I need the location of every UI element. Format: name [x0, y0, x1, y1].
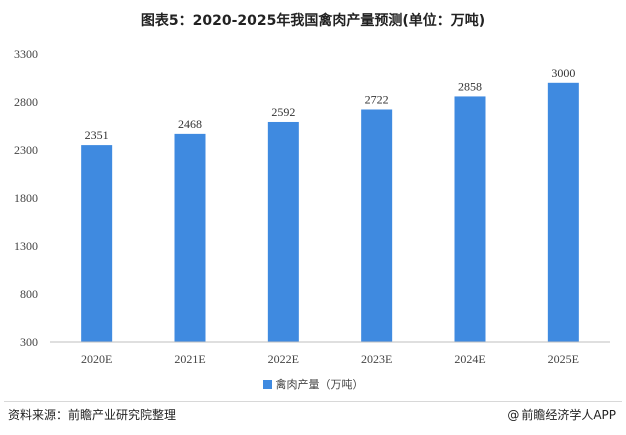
legend-swatch	[262, 379, 272, 389]
y-axis-ticks: 300 800 1300 1800 2300 2800 3300	[14, 47, 38, 349]
bar-series	[81, 82, 579, 343]
bar-2020E	[81, 145, 113, 342]
x-tick-label: 2022E	[268, 352, 299, 366]
bar-2022E	[267, 121, 299, 342]
data-labels: 2351 2468 2592 2722 2858 3000	[85, 66, 576, 142]
footer-divider	[4, 401, 622, 402]
x-tick-label: 2021E	[174, 352, 205, 366]
chart-title: 图表5：2020-2025年我国禽肉产量预测(单位：万吨)	[140, 13, 486, 29]
x-tick-label: 2020E	[81, 352, 112, 366]
y-tick-label: 300	[20, 335, 38, 349]
brand-credit: @ 前瞻经济学人APP	[507, 406, 616, 423]
data-label-2020E: 2351	[85, 128, 109, 142]
data-label-2021E: 2468	[178, 117, 202, 131]
legend-label: 禽肉产量（万吨）	[275, 378, 364, 391]
y-tick-label: 800	[20, 287, 38, 301]
brand-icon: @	[507, 408, 520, 422]
data-label-2022E: 2592	[271, 105, 295, 119]
y-tick-label: 2300	[14, 143, 38, 157]
x-tick-label: 2024E	[454, 352, 485, 366]
bar-2023E	[361, 109, 393, 342]
y-tick-label: 3300	[14, 47, 38, 61]
chart-legend: 禽肉产量（万吨）	[0, 376, 626, 392]
y-tick-label: 1800	[14, 191, 38, 205]
brand-name: 前瞻经济学人APP	[521, 408, 616, 422]
y-tick-label: 2800	[14, 95, 38, 109]
x-tick-label: 2023E	[361, 352, 392, 366]
x-tick-label: 2025E	[548, 352, 579, 366]
bar-2024E	[454, 96, 486, 342]
data-label-2023E: 2722	[365, 92, 389, 106]
data-label-2025E: 3000	[551, 66, 575, 80]
data-label-2024E: 2858	[458, 79, 482, 93]
bar-2025E	[547, 82, 579, 343]
x-axis-ticks: 2020E 2021E 2022E 2023E 2024E 2025E	[81, 352, 579, 366]
bar-2021E	[174, 133, 206, 342]
source-note: 资料来源：前瞻产业研究院整理	[8, 408, 177, 422]
y-tick-label: 1300	[14, 239, 38, 253]
